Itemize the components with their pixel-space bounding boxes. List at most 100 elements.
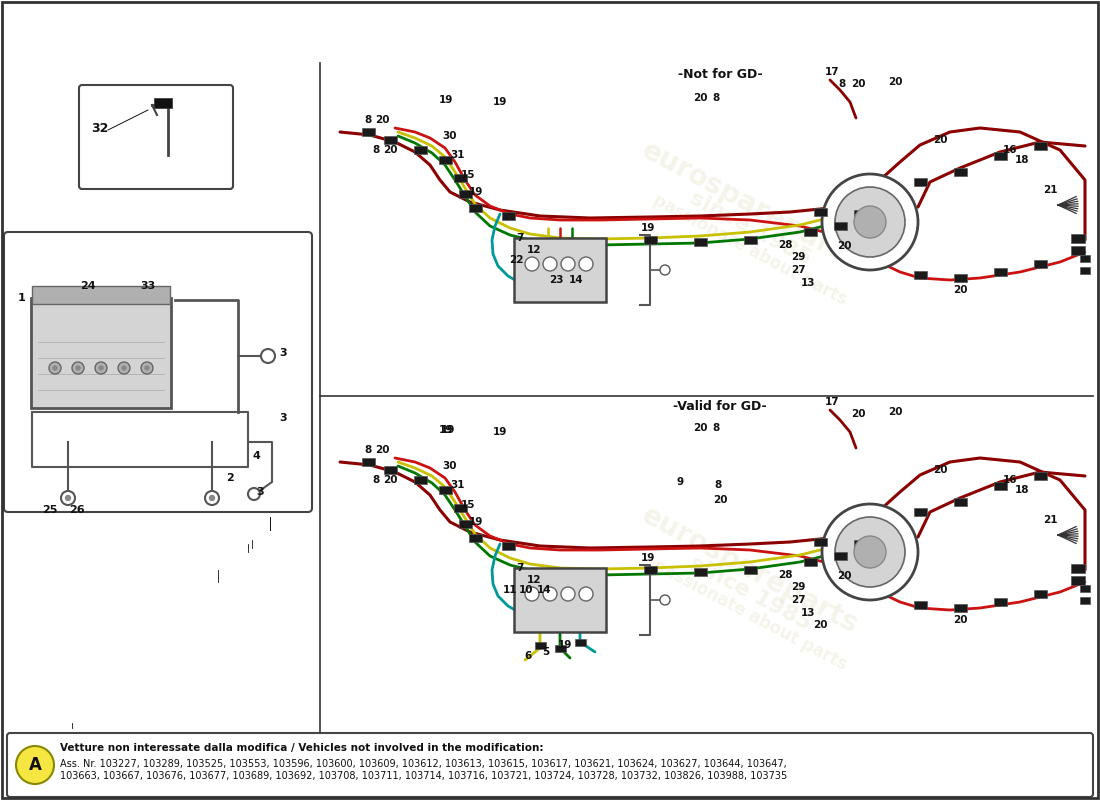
- Text: 14: 14: [537, 585, 551, 595]
- Bar: [384, 136, 396, 144]
- Bar: [834, 222, 847, 230]
- Circle shape: [60, 491, 75, 505]
- Text: 20: 20: [375, 115, 389, 125]
- Text: since 1985: since 1985: [686, 187, 814, 269]
- Text: -Not for GD-: -Not for GD-: [678, 67, 762, 81]
- Bar: [1071, 575, 1085, 585]
- Text: 8: 8: [714, 480, 722, 490]
- Text: 4: 4: [252, 451, 260, 461]
- Bar: [459, 190, 472, 198]
- Circle shape: [145, 366, 149, 370]
- Text: 11: 11: [503, 585, 517, 595]
- Text: 19: 19: [441, 425, 455, 435]
- Circle shape: [205, 491, 219, 505]
- Bar: [439, 156, 451, 164]
- Text: 15: 15: [461, 500, 475, 510]
- Text: 20: 20: [933, 135, 947, 145]
- Text: 20: 20: [713, 495, 727, 505]
- FancyBboxPatch shape: [31, 298, 170, 408]
- Circle shape: [50, 362, 60, 374]
- Bar: [459, 520, 472, 528]
- Text: passionate about parts: passionate about parts: [650, 556, 850, 674]
- Bar: [453, 504, 466, 512]
- Bar: [913, 271, 926, 279]
- Text: passionate about parts: passionate about parts: [650, 191, 850, 309]
- Bar: [1071, 234, 1085, 242]
- Text: 20: 20: [837, 571, 851, 581]
- Bar: [414, 146, 427, 154]
- Bar: [803, 558, 816, 566]
- Text: 7: 7: [516, 233, 524, 243]
- Text: 20: 20: [888, 77, 902, 87]
- Text: 29: 29: [791, 582, 805, 592]
- Text: 14: 14: [569, 275, 583, 285]
- Circle shape: [543, 587, 557, 601]
- Bar: [814, 208, 826, 216]
- Text: 19: 19: [641, 553, 656, 563]
- Text: 32: 32: [91, 122, 109, 134]
- Bar: [502, 542, 515, 550]
- Circle shape: [525, 257, 539, 271]
- Circle shape: [261, 349, 275, 363]
- Text: 27: 27: [791, 265, 805, 275]
- Bar: [469, 534, 482, 542]
- Text: 29: 29: [791, 252, 805, 262]
- Text: 19: 19: [493, 97, 507, 107]
- Circle shape: [99, 366, 103, 370]
- Text: 25: 25: [42, 505, 57, 515]
- Circle shape: [660, 595, 670, 605]
- Text: 26: 26: [69, 505, 85, 515]
- Bar: [744, 236, 757, 244]
- Circle shape: [579, 587, 593, 601]
- Text: 20: 20: [933, 465, 947, 475]
- Bar: [993, 598, 1007, 606]
- Text: 18: 18: [1014, 155, 1030, 165]
- Circle shape: [53, 366, 57, 370]
- Bar: [744, 566, 757, 574]
- Circle shape: [822, 174, 918, 270]
- Text: 19: 19: [469, 517, 483, 527]
- Text: 8: 8: [364, 445, 372, 455]
- Bar: [854, 210, 867, 218]
- Text: 13: 13: [801, 278, 815, 288]
- Bar: [502, 212, 515, 220]
- Bar: [362, 128, 374, 136]
- Bar: [693, 238, 706, 246]
- Bar: [993, 482, 1007, 490]
- Text: 21: 21: [1043, 515, 1057, 525]
- Bar: [1080, 597, 1090, 603]
- Bar: [439, 486, 451, 494]
- Text: 8: 8: [713, 423, 719, 433]
- Text: 18: 18: [1014, 485, 1030, 495]
- Text: 2: 2: [227, 473, 234, 483]
- Text: 20: 20: [693, 423, 707, 433]
- Bar: [574, 638, 585, 646]
- Text: 31: 31: [451, 150, 465, 160]
- Bar: [1071, 563, 1085, 573]
- Bar: [469, 204, 482, 212]
- Bar: [362, 458, 374, 466]
- Bar: [954, 168, 967, 176]
- Text: eurospareparts: eurospareparts: [637, 136, 864, 274]
- Bar: [693, 568, 706, 576]
- Circle shape: [118, 362, 130, 374]
- Bar: [993, 152, 1007, 160]
- Text: 20: 20: [850, 409, 866, 419]
- Text: A: A: [29, 756, 42, 774]
- Text: 16: 16: [1003, 145, 1018, 155]
- Circle shape: [72, 362, 84, 374]
- Circle shape: [561, 257, 575, 271]
- Text: 21: 21: [1043, 185, 1057, 195]
- Text: 23: 23: [549, 275, 563, 285]
- Bar: [1034, 590, 1046, 598]
- Text: 8: 8: [838, 79, 846, 89]
- Text: 19: 19: [641, 223, 656, 233]
- Bar: [913, 178, 926, 186]
- Text: 28: 28: [778, 240, 792, 250]
- Bar: [1080, 254, 1090, 262]
- Text: 19: 19: [558, 640, 572, 650]
- Text: 20: 20: [375, 445, 389, 455]
- Circle shape: [122, 366, 127, 370]
- Text: 3: 3: [256, 487, 264, 497]
- Text: 7: 7: [516, 563, 524, 573]
